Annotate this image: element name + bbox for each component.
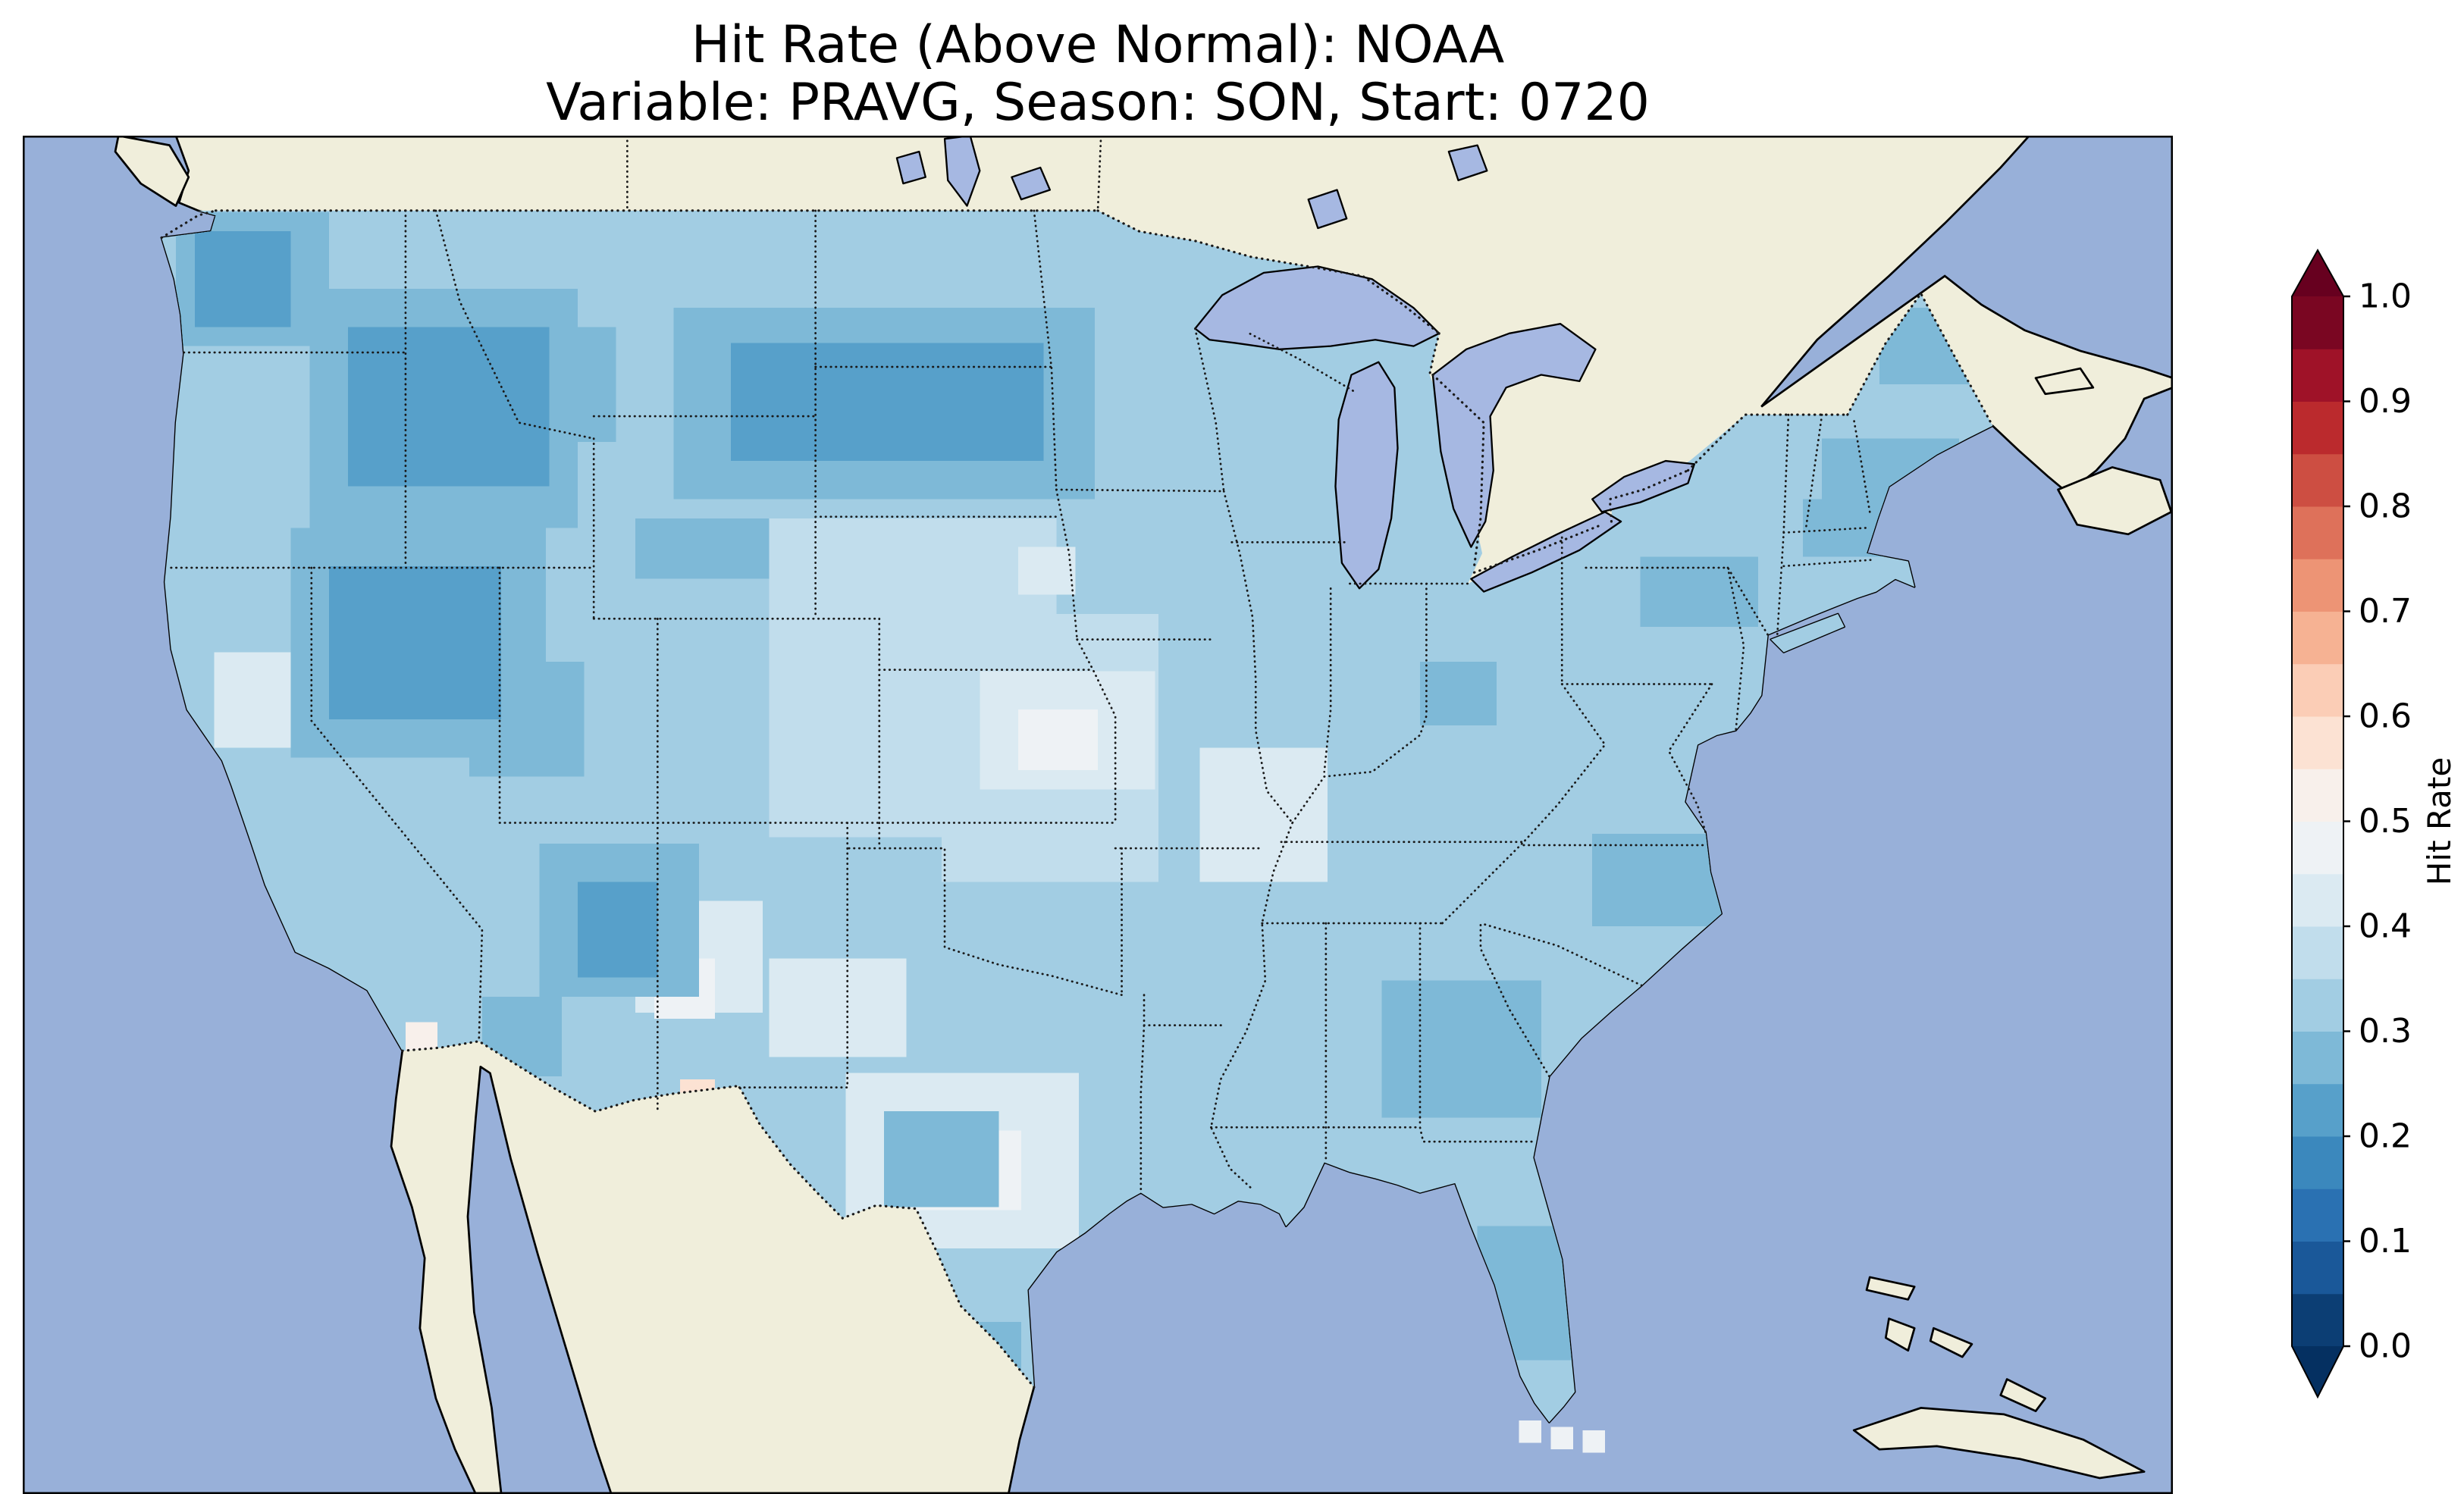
grid-cell-northern-rockies xyxy=(558,327,616,442)
grid-cell-northern-rockies-core xyxy=(348,327,550,487)
state-borders-dotted xyxy=(170,136,1874,1194)
colorbar-tick-label: 0.9 xyxy=(2359,382,2412,421)
colorbar-segment xyxy=(2292,769,2343,822)
canadian-lake xyxy=(1011,166,1052,201)
bahamas-island xyxy=(1865,1276,1916,1301)
colorbar-segment xyxy=(2292,821,2343,875)
grid-cell-texas-pale xyxy=(769,958,907,1057)
long-island-data-base xyxy=(1770,613,1845,653)
plot-title-line1: Hit Rate (Above Normal): NOAA xyxy=(691,15,1505,75)
colorbar-segment xyxy=(2292,1031,2343,1085)
colorbar-segment xyxy=(2292,1189,2343,1242)
colorbar-under-arrow xyxy=(2292,1346,2343,1397)
grid-cell-pacific-northwest-core xyxy=(195,231,291,327)
country-borders-dotted xyxy=(160,209,1994,1389)
grid-cell-four-corners-core xyxy=(578,882,658,978)
grid-cell-florida-keys-cells xyxy=(1519,1420,1541,1443)
colorbar-segment xyxy=(2292,401,2343,455)
us-hit-rate-map xyxy=(23,136,2173,1494)
grid-cell-kansas-white xyxy=(1017,709,1098,771)
plot-title-line2: Variable: PRAVG, Season: SON, Start: 072… xyxy=(546,73,1650,133)
colorbar-segment xyxy=(2292,1241,2343,1295)
grid-cell-california-central xyxy=(214,652,291,748)
colorbar-segment xyxy=(2292,453,2343,507)
cuba xyxy=(1852,1407,2146,1480)
colorbar-segment xyxy=(2292,349,2343,402)
colorbar-segment xyxy=(2292,559,2343,612)
colorbar: 0.0 0.1 0.2 0.3 0.4 0.5 0.6 0.7 0.8 0.9 1.0 Hit Rat… xyxy=(2259,227,2464,1455)
hit-rate-grid-cells-offshore xyxy=(1519,1420,1606,1453)
gulf-of-st-lawrence xyxy=(1760,136,2173,408)
colorbar-axis-label: Hit Rate xyxy=(2421,757,2458,885)
bahamas-island xyxy=(1929,1326,1973,1358)
prince-edward-island xyxy=(2034,367,2095,396)
canadian-lake xyxy=(1447,144,1488,182)
colorbar-segment xyxy=(2292,296,2343,349)
colorbar-segment xyxy=(2292,926,2343,979)
lake-erie xyxy=(1470,511,1622,593)
colorbar-tick-label: 1.0 xyxy=(2359,277,2412,316)
colorbar-over-arrow xyxy=(2292,250,2343,296)
grid-cell-wyoming-colorado xyxy=(635,518,770,579)
colorbar-segment xyxy=(2292,611,2343,665)
colorbar-tick-label: 0.0 xyxy=(2359,1327,2412,1366)
colorbar-segment xyxy=(2292,1293,2343,1347)
colorbar-segment xyxy=(2292,1083,2343,1137)
grid-cell-great-basin-core xyxy=(328,565,502,719)
grid-cell-south-texas xyxy=(884,1111,999,1207)
colorbar-segment xyxy=(2292,873,2343,927)
colorbar-segment xyxy=(2292,979,2343,1032)
colorbar-svg: 0.0 0.1 0.2 0.3 0.4 0.5 0.6 0.7 0.8 0.9 1.0 Hit Rat… xyxy=(2291,248,2458,1399)
grid-cell-kansas-nebraska-pale xyxy=(1017,547,1076,595)
grid-cell-florida-keys-cells xyxy=(1550,1427,1573,1450)
grid-cell-georgia-alabama xyxy=(1381,980,1541,1118)
andros-island xyxy=(1884,1317,1916,1352)
grid-cell-florida-keys-cells xyxy=(1582,1430,1606,1453)
vancouver-island xyxy=(114,136,190,207)
grid-cell-indiana-ohio xyxy=(1419,662,1497,726)
colorbar-segment xyxy=(2292,506,2343,559)
colorbar-segment xyxy=(2292,663,2343,717)
colorbar-segment xyxy=(2292,716,2343,769)
grid-cell-missouri-pale xyxy=(1199,747,1328,882)
colorbar-tick-label: 0.1 xyxy=(2359,1222,2412,1261)
colorbar-tick-label: 0.5 xyxy=(2359,802,2412,841)
colorbar-tick-label: 0.3 xyxy=(2359,1012,2412,1051)
colorbar-tick-label: 0.2 xyxy=(2359,1117,2412,1156)
lake-huron xyxy=(1431,323,1597,548)
colorbar-tick-label: 0.4 xyxy=(2359,907,2412,946)
canadian-lake xyxy=(895,150,926,185)
map-axes xyxy=(23,136,2173,1494)
lake-ontario xyxy=(1591,459,1695,513)
colorbar-tick-label: 0.6 xyxy=(2359,697,2412,736)
grid-cell-dakotas-core xyxy=(731,343,1044,462)
colorbar-tick-label: 0.7 xyxy=(2359,592,2412,631)
colorbar-tick-label: 0.8 xyxy=(2359,487,2412,526)
colorbar-segment xyxy=(2292,1136,2343,1189)
lake-michigan xyxy=(1334,361,1399,590)
bahamas-island xyxy=(1999,1378,2047,1412)
lake-nipigon xyxy=(1307,189,1348,230)
axes-frame xyxy=(23,136,2173,1494)
